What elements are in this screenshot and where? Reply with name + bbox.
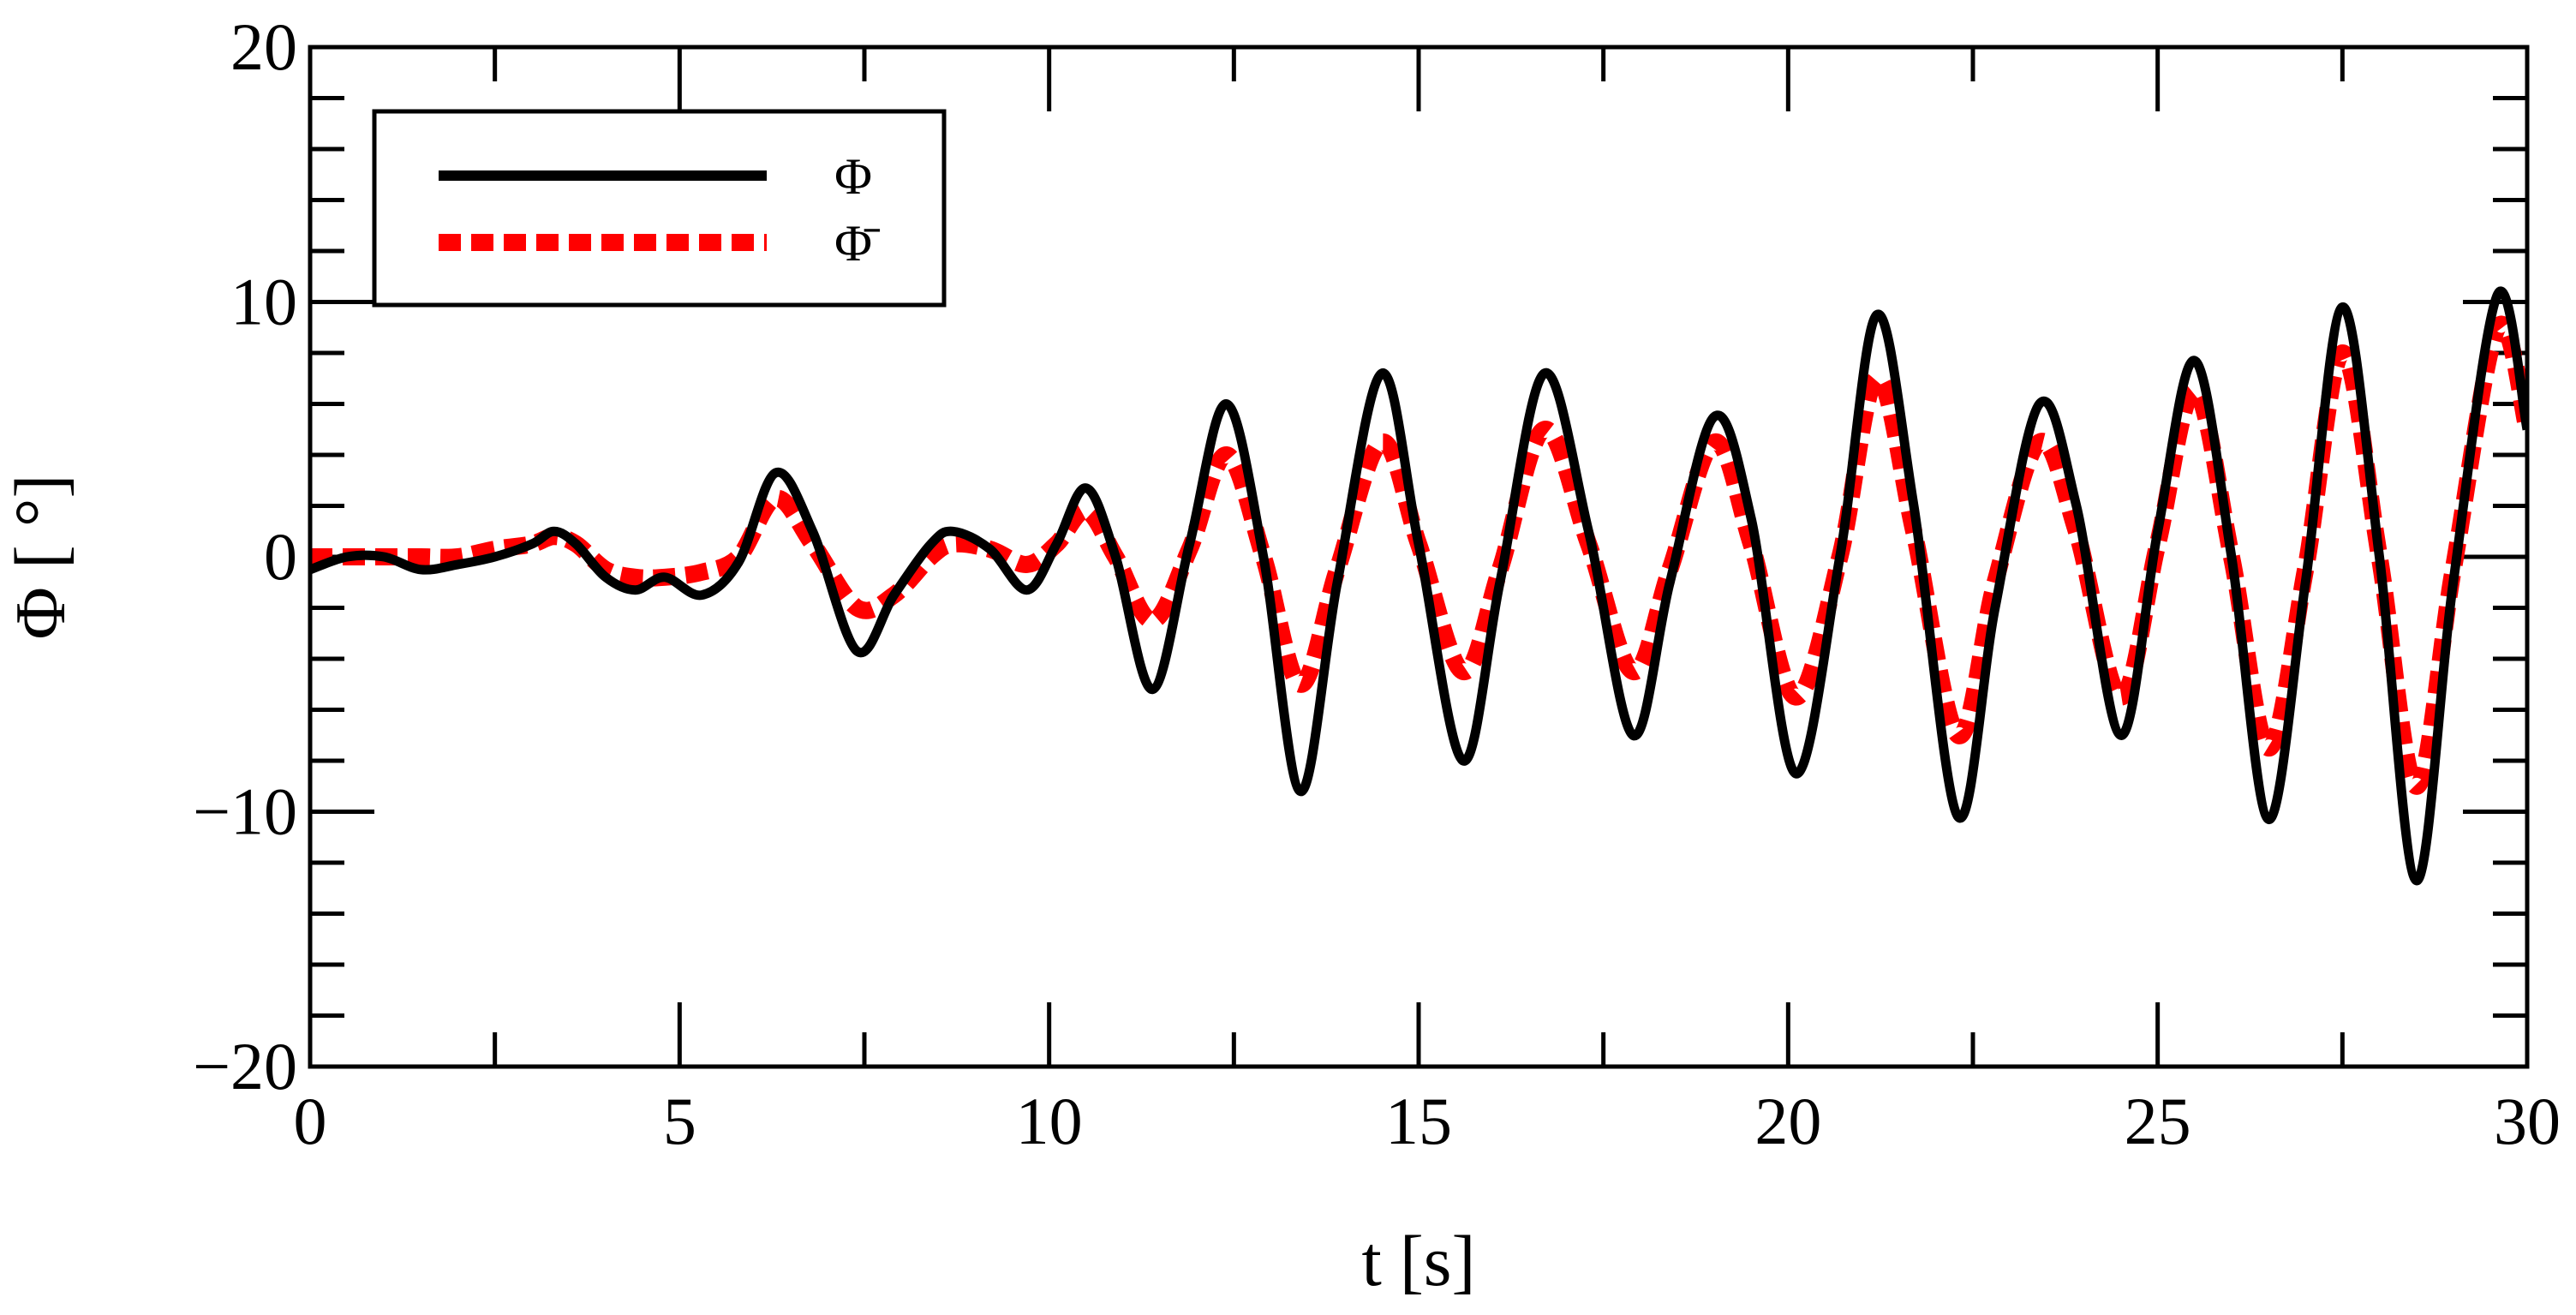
series-line-0 bbox=[310, 286, 2527, 886]
x-tick-label: 30 bbox=[2494, 1084, 2561, 1158]
y-tick-label: 20 bbox=[230, 9, 297, 84]
y-tick-label: −10 bbox=[193, 774, 297, 849]
legend-box bbox=[372, 109, 947, 308]
x-axis-label: t [s] bbox=[1362, 1222, 1476, 1301]
y-axis-label: Φ [ °] bbox=[1, 475, 81, 640]
labels-layer: 0 5 10 15 20 25 30 −20 −10 0 10 20 bbox=[193, 9, 2561, 1158]
y-tick-label: 0 bbox=[264, 519, 297, 594]
legend-label-phi: Φ bbox=[834, 148, 872, 205]
legend: Φ Φ̄ bbox=[372, 109, 947, 308]
series-layer bbox=[310, 286, 2527, 886]
plot-frame bbox=[308, 45, 2530, 1069]
x-tick-label: 0 bbox=[294, 1084, 327, 1158]
x-tick-label: 10 bbox=[1016, 1084, 1083, 1158]
x-tick-label: 5 bbox=[663, 1084, 696, 1158]
x-tick-label: 20 bbox=[1754, 1084, 1821, 1158]
y-tick-label: −20 bbox=[193, 1029, 297, 1103]
y-tick-label: 10 bbox=[230, 265, 297, 339]
series-line-1 bbox=[310, 315, 2527, 795]
x-tick-label: 15 bbox=[1385, 1084, 1452, 1158]
x-tick-label: 25 bbox=[2125, 1084, 2191, 1158]
